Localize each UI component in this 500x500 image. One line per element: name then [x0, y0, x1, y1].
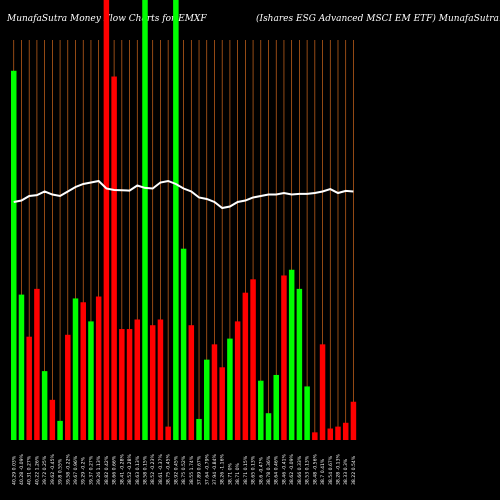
x-tick-label: 38.71 0.15% — [243, 455, 249, 485]
x-tick-label: 40.29 0.03% — [11, 455, 17, 485]
x-tick-label: 37.89 0.67% — [197, 455, 203, 485]
flow-bar — [188, 325, 195, 440]
flow-bar — [281, 275, 287, 440]
flow-bar — [157, 319, 164, 440]
x-tick-label: 38.55 1.74% — [189, 455, 195, 485]
x-tick-label: 38.64 0.46% — [274, 455, 280, 485]
flow-bar — [88, 321, 94, 440]
x-tick-label: 38.75 -0.45% — [166, 454, 172, 485]
x-tick-label: 38.66 0.33% — [297, 455, 303, 485]
x-tick-label: 39.37 0.27% — [88, 455, 94, 485]
x-tick-label: 40.31 0.27% — [27, 455, 33, 485]
flow-bar — [142, 0, 148, 440]
flow-bar — [57, 420, 63, 440]
x-tick-label: 38.33 0.3% — [343, 458, 349, 485]
flow-bar — [265, 413, 272, 440]
x-tick-label: 38.46 -0.41% — [281, 454, 287, 485]
x-tick-label: 37.94 -0.84% — [212, 454, 218, 485]
flow-bar — [18, 294, 25, 440]
x-tick-label: 38.7 0.41% — [320, 458, 326, 485]
flow-bar — [234, 321, 241, 440]
label-layer: 40.29 0.03% 40.28 -0.09% 40.31 0.27% 40.22 … — [11, 454, 357, 485]
flow-bar — [126, 329, 133, 440]
flow-bar — [11, 70, 17, 441]
x-tick-label: 38.71 0% — [235, 462, 241, 485]
flow-bar — [204, 359, 210, 440]
flow-bar — [288, 269, 295, 440]
x-tick-label: 38.63 0.13% — [135, 455, 141, 485]
flow-bar — [34, 288, 40, 440]
flow-bar — [95, 296, 102, 440]
x-tick-label: 38.61 -0.37% — [158, 454, 164, 485]
flow-bar — [41, 371, 48, 440]
flow-bar — [319, 344, 326, 440]
flow-bar — [219, 367, 225, 440]
flow-bar — [327, 428, 334, 440]
flow-bar — [342, 422, 349, 440]
x-tick-label: 38.41 -0.28% — [119, 454, 125, 485]
x-tick-label: 38.52 -0.23% — [150, 454, 156, 485]
flow-bar — [273, 374, 279, 440]
x-tick-label: 38.66 0.66% — [112, 455, 118, 485]
x-tick-label: 37.64 -0.79% — [204, 454, 210, 485]
flow-bar — [49, 399, 56, 440]
x-tick-label: 38.62 -0.09% — [289, 454, 295, 485]
flow-bar — [173, 0, 179, 440]
x-tick-label: 39.58 -0.22% — [65, 454, 71, 485]
line-layer — [13, 179, 354, 210]
x-tick-label: 38.28 -0.13% — [335, 454, 341, 485]
flow-bar — [312, 432, 318, 440]
flow-bar — [250, 279, 256, 440]
flow-bar — [80, 302, 86, 440]
price-line — [13, 179, 354, 210]
x-tick-label: 38.82 0.42% — [104, 455, 110, 485]
flow-bar — [304, 386, 310, 440]
x-tick-label: 40.22 1.26% — [34, 455, 40, 485]
flow-bar — [111, 76, 117, 441]
x-tick-label: 38.22 0.54% — [351, 455, 357, 485]
flow-bar — [227, 338, 233, 440]
x-tick-label: 38.78 0.36% — [266, 455, 272, 485]
x-tick-label: 39.72 0.25% — [42, 455, 48, 485]
flow-bar — [119, 329, 125, 440]
flow-bar — [258, 380, 264, 440]
x-tick-label: 40.28 -0.09% — [19, 454, 25, 485]
chart-title-right: (Ishares ESG Advanced MSCI EM ETF) Munaf… — [256, 14, 500, 24]
x-tick-label: 39.26 1.13% — [96, 455, 102, 485]
x-tick-label: 38.58 0.15% — [142, 455, 148, 485]
x-tick-label: 38.75 0.52% — [181, 455, 187, 485]
x-tick-label: 38.26 -1.16% — [220, 454, 226, 485]
flow-bar — [350, 401, 357, 440]
flow-bar — [242, 292, 249, 440]
bar-layer — [11, 0, 357, 441]
x-tick-label: 38.52 -0.28% — [127, 454, 133, 485]
flow-bar — [196, 418, 202, 440]
flow-bar — [180, 248, 187, 440]
x-tick-label: 38.71 0% — [227, 462, 233, 485]
x-tick-label: 38.54 0.67% — [328, 455, 334, 485]
x-tick-label: 39.67 0.96% — [73, 455, 79, 485]
flow-bar — [134, 319, 141, 440]
flow-bar — [211, 344, 218, 440]
flow-bar — [72, 298, 79, 440]
x-tick-label: 39.62 -0.45% — [50, 454, 56, 485]
flow-bar — [335, 426, 341, 440]
x-tick-label: 38.92 0.45% — [173, 455, 179, 485]
flow-bar — [149, 325, 156, 440]
x-tick-label: 39.29 -0.2% — [81, 456, 87, 485]
x-tick-label: 38.53 0.13% — [305, 455, 311, 485]
x-tick-label: 38.48 -0.56% — [312, 454, 318, 485]
flow-bar — [165, 426, 171, 440]
flow-bar — [65, 334, 71, 440]
x-tick-label: 38.65 0.13% — [251, 455, 257, 485]
flow-bar — [26, 336, 32, 440]
flow-bar — [103, 0, 110, 440]
flow-bar — [296, 288, 303, 440]
x-tick-label: 38.6 -0.47% — [258, 456, 264, 485]
x-tick-label: 39.8 0.55% — [58, 458, 64, 485]
